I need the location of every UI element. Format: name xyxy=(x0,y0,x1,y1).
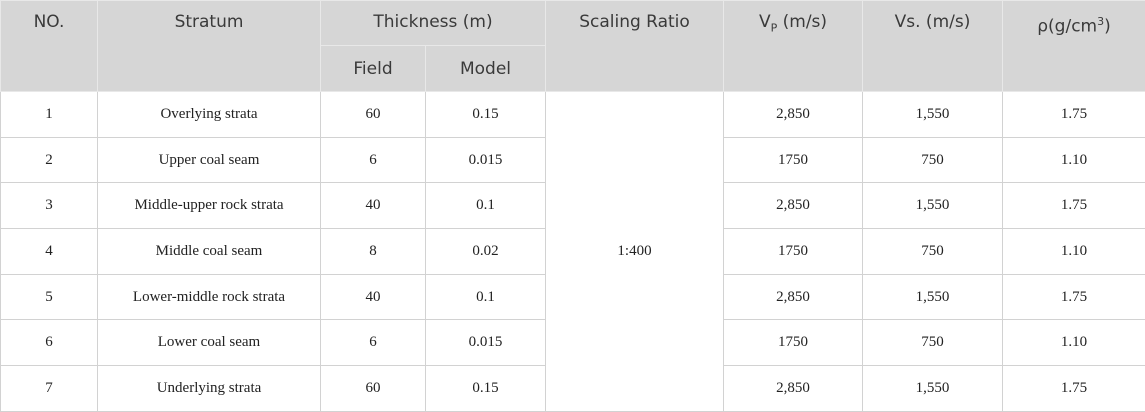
table-cell: 750 xyxy=(863,137,1003,183)
table-cell: 2,850 xyxy=(724,366,863,412)
table-cell: Lower-middle rock strata xyxy=(98,274,321,320)
table-cell: 1,550 xyxy=(863,366,1003,412)
table-cell: 0.015 xyxy=(426,320,546,366)
table-cell: 40 xyxy=(321,274,426,320)
table-cell: 1,550 xyxy=(863,92,1003,138)
table-cell: 6 xyxy=(321,320,426,366)
table-cell: 0.1 xyxy=(426,183,546,229)
table-cell: 3 xyxy=(1,183,98,229)
table-cell: 6 xyxy=(321,137,426,183)
table-cell: 8 xyxy=(321,229,426,275)
header-cell: Model xyxy=(426,46,546,92)
table-cell: 60 xyxy=(321,366,426,412)
table-cell: Upper coal seam xyxy=(98,137,321,183)
table-cell: Underlying strata xyxy=(98,366,321,412)
table-cell: 2,850 xyxy=(724,183,863,229)
table-cell: Middle coal seam xyxy=(98,229,321,275)
header-cell: Thickness (m) xyxy=(321,1,546,46)
header-cell: VP (m/s) xyxy=(724,1,863,92)
header-cell: ρ(g/cm3) xyxy=(1003,1,1145,92)
table-cell: 1 xyxy=(1,92,98,138)
header-cell: Stratum xyxy=(98,1,321,92)
table-cell: 1,550 xyxy=(863,183,1003,229)
table-cell: 0.15 xyxy=(426,366,546,412)
table-cell: 1:400 xyxy=(546,92,724,412)
header-text: ρ(g/cm xyxy=(1037,17,1097,37)
header-text: ) xyxy=(1104,17,1111,37)
header-cell: Field xyxy=(321,46,426,92)
header-cell: NO. xyxy=(1,1,98,92)
table-cell: Middle-upper rock strata xyxy=(98,183,321,229)
table-cell: 1.10 xyxy=(1003,137,1145,183)
header-cell: Vs. (m/s) xyxy=(863,1,1003,92)
table-cell: 1.10 xyxy=(1003,229,1145,275)
table-cell: 2,850 xyxy=(724,92,863,138)
table-cell: Overlying strata xyxy=(98,92,321,138)
table-cell: 1.10 xyxy=(1003,320,1145,366)
table-cell: 750 xyxy=(863,320,1003,366)
table-cell: 2,850 xyxy=(724,274,863,320)
table-cell: 1,550 xyxy=(863,274,1003,320)
table-cell: 0.15 xyxy=(426,92,546,138)
header-text: V xyxy=(759,12,771,32)
header-text: (m/s) xyxy=(777,12,827,32)
table-cell: 0.1 xyxy=(426,274,546,320)
table-cell: 5 xyxy=(1,274,98,320)
table-cell: 4 xyxy=(1,229,98,275)
table-cell: 6 xyxy=(1,320,98,366)
table-cell: 0.015 xyxy=(426,137,546,183)
header-cell: Scaling Ratio xyxy=(546,1,724,92)
table-cell: 1.75 xyxy=(1003,92,1145,138)
table-cell: 1750 xyxy=(724,229,863,275)
table-cell: 40 xyxy=(321,183,426,229)
table-cell: 750 xyxy=(863,229,1003,275)
table-cell: 1.75 xyxy=(1003,274,1145,320)
table-cell: 1.75 xyxy=(1003,366,1145,412)
table-cell: 7 xyxy=(1,366,98,412)
table-cell: 60 xyxy=(321,92,426,138)
table-cell: 0.02 xyxy=(426,229,546,275)
table-cell: 1.75 xyxy=(1003,183,1145,229)
table-cell: 1750 xyxy=(724,320,863,366)
table-cell: Lower coal seam xyxy=(98,320,321,366)
table-cell: 2 xyxy=(1,137,98,183)
table-cell: 1750 xyxy=(724,137,863,183)
